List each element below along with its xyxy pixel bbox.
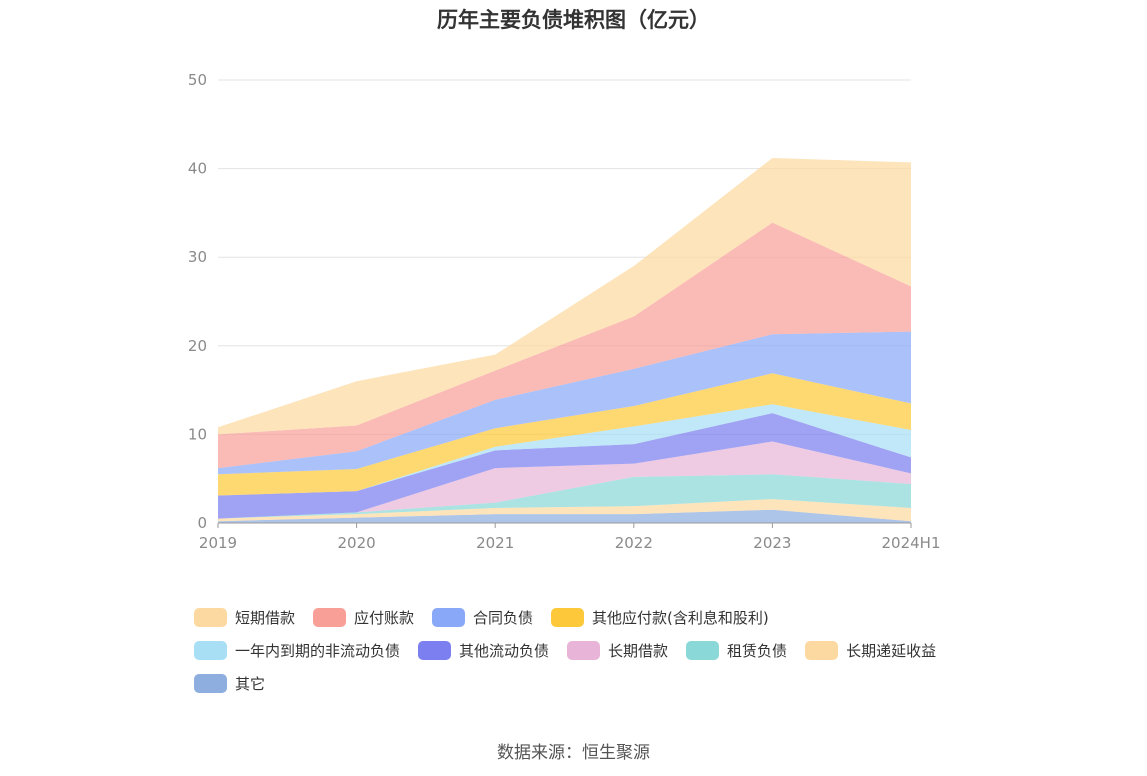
legend-item[interactable]: 长期递延收益 xyxy=(805,639,936,661)
area-series-1[interactable] xyxy=(218,499,911,522)
x-tick-label: 2024H1 xyxy=(882,534,941,552)
y-tick-label: 20 xyxy=(188,337,207,355)
legend-label: 长期递延收益 xyxy=(846,641,937,660)
legend-item[interactable]: 其他流动负债 xyxy=(418,639,549,661)
x-tick-label: 2020 xyxy=(338,534,376,552)
legend-label: 其他流动负债 xyxy=(459,641,550,660)
legend-label: 长期借款 xyxy=(608,641,669,660)
legend-item[interactable]: 其它 xyxy=(194,672,265,694)
legend-swatch xyxy=(194,640,227,660)
x-tick-label: 2019 xyxy=(199,534,237,552)
legend: 短期借款 应付账款 合同负债 其他应付款(含利息和股利) 一年内到期的非流动负债 其他流动… xyxy=(194,606,984,694)
legend-label: 短期借款 xyxy=(235,608,296,627)
legend-label: 其它 xyxy=(235,674,266,693)
legend-swatch xyxy=(686,640,720,660)
axes: 0 10 20 30 40 50 2019 2020 2021 2022 2023 2024H1 xyxy=(188,71,941,552)
area-series-2[interactable] xyxy=(218,474,911,519)
legend-label: 其他应付款(含利息和股利) xyxy=(592,608,769,627)
legend-item[interactable]: 一年内到期的非流动负债 xyxy=(194,639,400,661)
legend-swatch xyxy=(551,607,585,627)
area-series-layer xyxy=(218,157,911,523)
y-tick-label: 40 xyxy=(188,160,207,178)
legend-item[interactable]: 短期借款 xyxy=(194,606,295,628)
legend-swatch xyxy=(194,607,227,627)
area-series-6[interactable] xyxy=(218,373,911,496)
legend-swatch xyxy=(805,640,839,660)
legend-item[interactable]: 长期借款 xyxy=(567,639,668,661)
legend-item[interactable]: 应付账款 xyxy=(313,606,414,628)
legend-label: 合同负债 xyxy=(473,608,534,627)
legend-item[interactable]: 租赁负债 xyxy=(686,639,787,661)
y-tick-label: 10 xyxy=(188,425,207,443)
legend-swatch xyxy=(418,640,452,660)
area-series-3[interactable] xyxy=(218,441,911,519)
legend-label: 租赁负债 xyxy=(727,641,788,660)
legend-item[interactable]: 合同负债 xyxy=(432,606,533,628)
area-series-4[interactable] xyxy=(218,413,911,519)
legend-label: 一年内到期的非流动负债 xyxy=(235,641,401,660)
legend-swatch xyxy=(313,607,347,627)
area-series-0[interactable] xyxy=(218,509,911,523)
area-series-8[interactable] xyxy=(218,222,911,469)
area-series-9[interactable] xyxy=(218,157,911,435)
chart-title: 历年主要负债堆积图（亿元） xyxy=(437,8,710,32)
y-tick-label: 0 xyxy=(197,514,207,532)
legend-swatch xyxy=(432,607,466,627)
legend-swatch xyxy=(194,673,227,693)
x-tick-label: 2022 xyxy=(615,534,653,552)
area-series-7[interactable] xyxy=(218,331,911,475)
source-note: 数据来源：恒生聚源 xyxy=(497,743,650,763)
y-tick-label: 30 xyxy=(188,248,207,266)
y-tick-label: 50 xyxy=(188,71,207,89)
stacked-area-chart: 0 10 20 30 40 50 2019 2020 2021 2022 2023 2024H1 xyxy=(188,71,941,552)
x-tick-label: 2023 xyxy=(753,534,791,552)
x-tick-label: 2021 xyxy=(476,534,514,552)
legend-item[interactable]: 其他应付款(含利息和股利) xyxy=(551,606,769,628)
legend-swatch xyxy=(567,640,601,660)
legend-label: 应付账款 xyxy=(354,608,415,627)
